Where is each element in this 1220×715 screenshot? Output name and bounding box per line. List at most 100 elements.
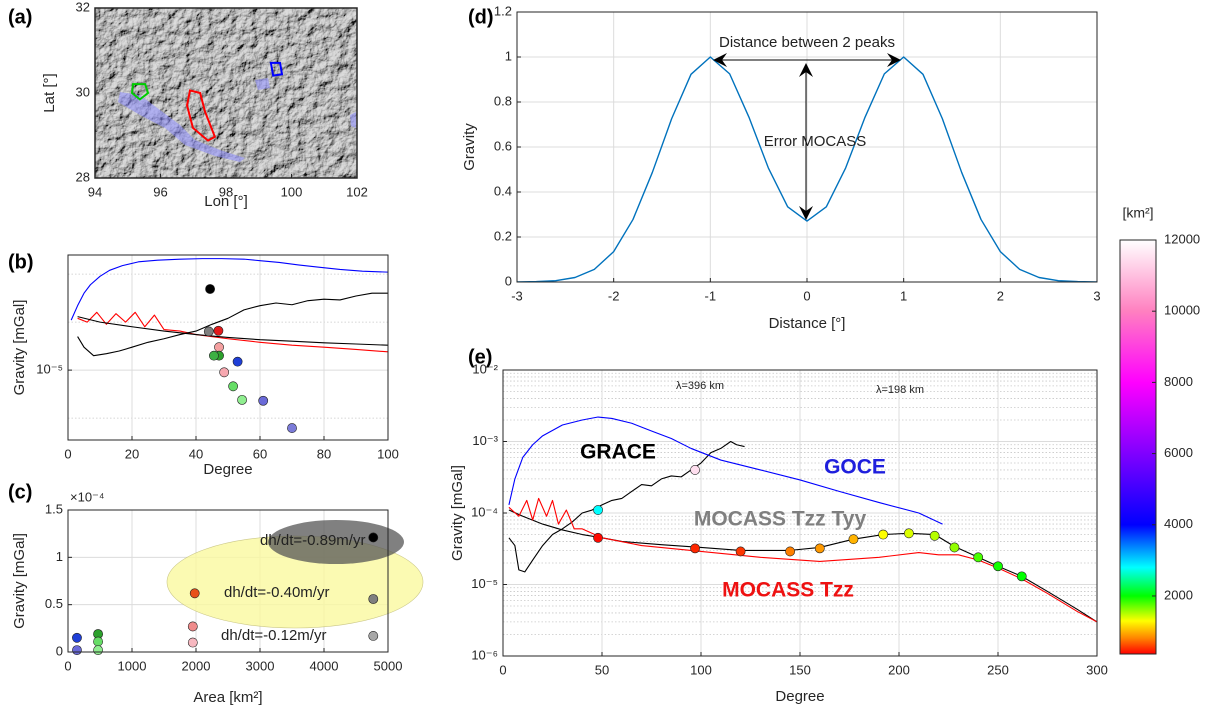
x-tick-label: 40 (189, 446, 203, 461)
data-point (190, 589, 199, 598)
data-point (204, 327, 213, 336)
colorbar (1120, 240, 1156, 654)
data-point (229, 382, 238, 391)
data-point (904, 529, 913, 538)
x-tick-label: 100 (281, 184, 303, 199)
y-axis-label: Gravity (461, 123, 478, 171)
data-point (1017, 572, 1026, 581)
data-point (205, 284, 214, 293)
colorbar-tick-label: 12000 (1164, 231, 1200, 246)
x-tick-label: -1 (705, 288, 717, 303)
y-tick-label: 0 (56, 643, 63, 658)
data-point (369, 533, 378, 542)
map-relief (95, 8, 357, 178)
data-point (993, 562, 1002, 571)
data-point (237, 395, 246, 404)
x-tick-label: 150 (789, 662, 811, 677)
series-label: MOCASS Tzz (722, 579, 854, 602)
y-tick-label: 10⁻⁵ (471, 576, 498, 591)
colorbar-tick-label: 4000 (1164, 516, 1193, 531)
data-point (220, 368, 229, 377)
y-tick-label: 1.2 (494, 3, 512, 18)
y-tick-label: 30 (76, 84, 90, 99)
y-tick-label: 10⁻³ (472, 433, 498, 448)
x-tick-label: 80 (317, 446, 331, 461)
x-tick-label: 3 (1093, 288, 1100, 303)
series-label: GOCE (824, 456, 886, 479)
data-point (690, 544, 699, 553)
x-tick-label: 1 (900, 288, 907, 303)
x-tick-label: 0 (64, 446, 71, 461)
y-axis-label: Gravity [mGal] (11, 300, 28, 396)
data-point (72, 646, 81, 655)
panel-label: (b) (8, 251, 34, 273)
y-tick-label: 1.5 (45, 501, 63, 516)
data-point (259, 396, 268, 405)
x-tick-label: 20 (125, 446, 139, 461)
colorbar-tick-label: 6000 (1164, 445, 1193, 460)
data-point (930, 531, 939, 540)
y-multiplier: ×10⁻⁴ (70, 489, 105, 504)
panel-label: (d) (468, 6, 494, 28)
x-tick-label: 50 (595, 662, 609, 677)
data-point (879, 530, 888, 539)
data-point (950, 543, 959, 552)
y-axis-label: Gravity [mGal] (11, 533, 28, 629)
colorbar-tick-label: 10000 (1164, 303, 1200, 318)
y-tick-label: 0.4 (494, 183, 512, 198)
colorbar-tick-label: 2000 (1164, 587, 1193, 602)
plot-area (68, 255, 388, 440)
x-tick-label: -3 (511, 288, 523, 303)
annotation: λ=396 km (676, 380, 724, 392)
y-tick-label: 0.6 (494, 138, 512, 153)
annotation: λ=198 km (876, 384, 924, 396)
x-tick-label: 100 (690, 662, 712, 677)
y-tick-label: 10⁻⁶ (471, 647, 498, 662)
data-point (786, 547, 795, 556)
y-tick-label: 0.2 (494, 228, 512, 243)
y-tick-label: 0.5 (45, 596, 63, 611)
colorbar-label: [km²] (1122, 205, 1153, 221)
data-point (593, 505, 602, 514)
y-tick-label: 28 (76, 169, 90, 184)
x-tick-label: 250 (987, 662, 1009, 677)
y-tick-label: 32 (76, 0, 90, 14)
series-label: MOCASS Tzz Tyy (694, 508, 867, 531)
annotation: dh/dt=-0.12m/yr (221, 627, 326, 644)
x-tick-label: 94 (88, 184, 102, 199)
x-tick-label: 4000 (310, 658, 339, 673)
data-point (188, 622, 197, 631)
data-point (93, 637, 102, 646)
x-tick-label: 200 (888, 662, 910, 677)
x-tick-label: 102 (346, 184, 368, 199)
x-tick-label: 0 (499, 662, 506, 677)
data-point (736, 547, 745, 556)
x-axis-label: Degree (775, 688, 824, 705)
panel-label: (c) (8, 481, 32, 503)
annotation: dh/dt=-0.89m/yr (260, 532, 365, 549)
data-point (593, 533, 602, 542)
x-tick-label: 100 (377, 446, 399, 461)
y-axis-label: Gravity [mGal] (449, 465, 466, 561)
x-tick-label: 2 (997, 288, 1004, 303)
series-label: GRACE (580, 441, 656, 464)
data-point (690, 465, 699, 474)
annotation: dh/dt=-0.40m/yr (224, 584, 329, 601)
y-tick-label: 10⁻⁴ (471, 504, 498, 519)
x-tick-label: 0 (803, 288, 810, 303)
data-point (93, 646, 102, 655)
x-axis-label: Degree (203, 461, 252, 478)
data-point (815, 544, 824, 553)
data-point (72, 633, 81, 642)
x-axis-label: Lon [°] (204, 193, 248, 210)
panel-label: (e) (468, 346, 492, 368)
y-tick-label: 0 (505, 273, 512, 288)
panel-label: (a) (8, 6, 32, 28)
annotation: Distance between 2 peaks (719, 34, 895, 51)
data-point (369, 594, 378, 603)
data-point (974, 553, 983, 562)
annotation: Error MOCASS (764, 133, 867, 150)
data-point (849, 535, 858, 544)
data-point (214, 343, 223, 352)
x-tick-label: 3000 (246, 658, 275, 673)
